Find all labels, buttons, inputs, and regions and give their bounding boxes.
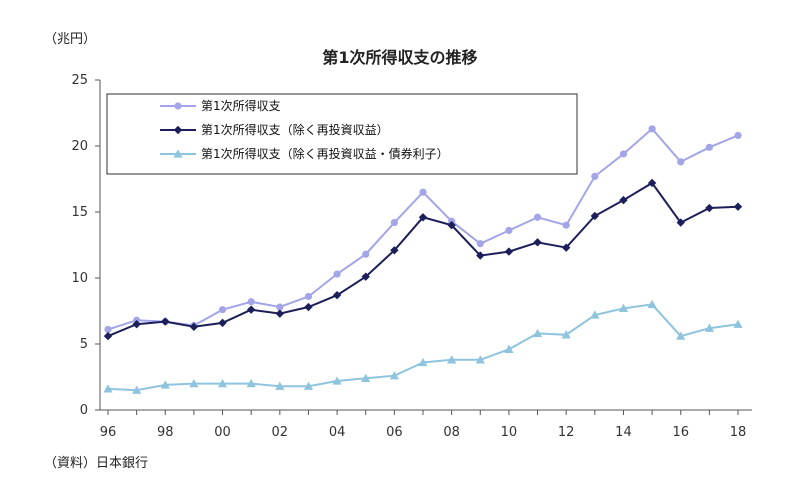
data-point [161, 317, 170, 326]
data-point [704, 323, 714, 332]
data-point [361, 373, 371, 382]
data-point [619, 150, 628, 158]
data-point [447, 355, 457, 364]
data-point [533, 238, 542, 247]
data-point [174, 102, 182, 110]
data-point [419, 188, 427, 196]
data-point [275, 309, 285, 318]
legend-label: 第1次所得収支 [201, 98, 281, 113]
data-point [676, 218, 685, 227]
x-tick-label: 06 [386, 425, 403, 440]
x-tick-label: 14 [615, 425, 632, 440]
data-point [132, 320, 141, 329]
x-tick-label: 16 [672, 425, 689, 440]
data-point [648, 125, 656, 133]
data-point [562, 221, 570, 229]
x-tick-label: 08 [443, 425, 460, 440]
data-point [332, 376, 342, 385]
data-point [561, 330, 571, 339]
data-point [504, 344, 514, 353]
data-point [304, 302, 313, 312]
data-point [390, 218, 398, 227]
data-point [705, 143, 713, 151]
x-tick-label: 96 [100, 425, 117, 440]
series-line [107, 181, 739, 338]
x-tick-label: 04 [329, 425, 346, 440]
y-tick-label: 0 [80, 403, 88, 418]
data-point [591, 172, 599, 180]
chart-title: 第1次所得収支の推移 [322, 48, 478, 67]
data-point [618, 303, 629, 313]
data-point [275, 381, 285, 390]
data-point [676, 331, 686, 340]
data-point [218, 318, 227, 328]
legend-label: 第1次所得収支（除く再投資収益・債券利子） [201, 146, 449, 161]
data-point [733, 319, 743, 328]
y-tick-label: 20 [71, 139, 88, 154]
data-point [532, 328, 543, 338]
x-tick-label: 10 [501, 425, 518, 440]
data-point [160, 380, 170, 389]
x-tick-label: 18 [730, 425, 747, 440]
data-point [189, 379, 199, 388]
legend-label: 第1次所得収支（除く再投資収益） [201, 122, 389, 137]
data-point [333, 270, 341, 278]
x-tick-label: 00 [214, 425, 231, 440]
data-point [103, 331, 113, 341]
data-point [217, 379, 228, 388]
data-point [647, 299, 657, 309]
data-point [733, 202, 743, 211]
data-point [590, 310, 600, 319]
x-tick-label: 02 [272, 425, 289, 440]
data-point [332, 290, 342, 300]
x-tick-label: 98 [157, 425, 174, 440]
data-point [418, 213, 428, 222]
data-point [705, 203, 714, 213]
data-point [276, 303, 284, 311]
data-point [504, 247, 514, 256]
data-point [173, 125, 183, 135]
series-line [107, 303, 739, 392]
data-point [104, 325, 112, 334]
data-point [247, 298, 255, 306]
data-point [362, 250, 370, 258]
data-point [476, 240, 484, 248]
data-point [533, 213, 542, 221]
data-point [218, 306, 227, 314]
data-point [189, 322, 199, 332]
y-tick-label: 15 [71, 205, 88, 220]
data-point [304, 292, 313, 301]
data-point [389, 371, 399, 380]
data-point [390, 246, 399, 255]
chart-series [103, 125, 743, 394]
data-point [103, 384, 113, 393]
data-point [132, 385, 142, 394]
data-point [173, 149, 183, 158]
data-point [475, 355, 485, 364]
data-point [505, 226, 513, 235]
data-point [246, 379, 256, 388]
source-note: （資料）日本銀行 [44, 456, 149, 471]
data-point [476, 251, 485, 260]
y-tick-label: 5 [80, 337, 88, 352]
data-point [246, 305, 256, 314]
data-point [590, 211, 600, 221]
chart-axes: 0 5 10 15 20 25 96 98 00 02 04 06 08 10 12 14 16 18 [71, 73, 752, 440]
y-axis-unit-label: （兆円） [44, 32, 97, 47]
legend-box [106, 93, 578, 175]
data-point [303, 381, 314, 390]
data-point [677, 158, 685, 166]
data-point [619, 195, 628, 205]
data-point [418, 357, 428, 367]
data-point [361, 272, 370, 281]
y-tick-label: 10 [71, 271, 88, 286]
x-tick-label: 12 [558, 425, 575, 440]
data-point [447, 221, 456, 230]
y-tick-label: 25 [71, 73, 88, 88]
data-point [734, 131, 742, 140]
data-point [647, 178, 657, 188]
data-point [561, 243, 571, 252]
